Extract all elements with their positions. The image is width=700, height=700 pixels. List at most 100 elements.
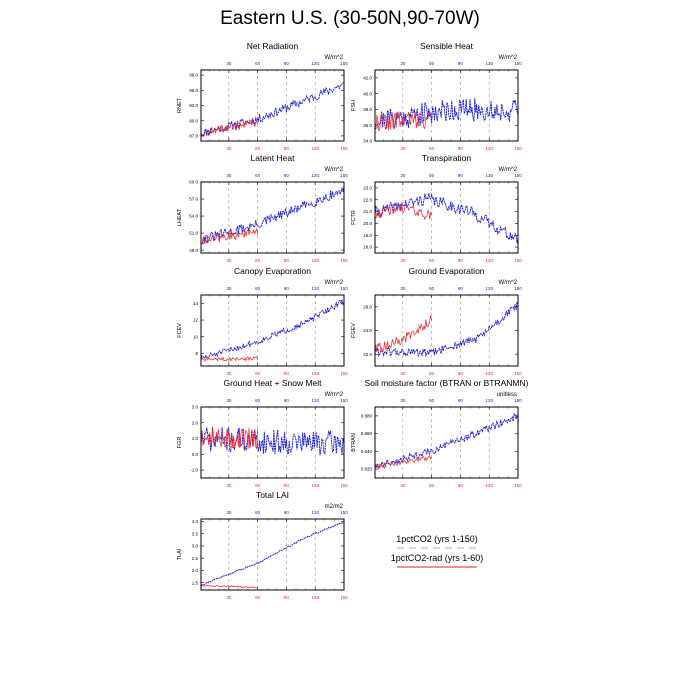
x-tick-label-top: 150 <box>514 398 522 403</box>
y-tick-label: 87.0 <box>189 134 198 139</box>
x-tick-label: 30 <box>226 483 232 488</box>
y-tick-label: 36.0 <box>363 123 372 128</box>
plot-frame <box>200 406 345 479</box>
x-tick-label: 60 <box>255 483 261 488</box>
panel-btran: Soil moisture factor (BTRAN or BTRANMN) u… <box>351 378 529 488</box>
y-tick-label: 1.0 <box>192 436 199 441</box>
y-tick-label: 99.0 <box>189 73 198 78</box>
x-tick-label-top: 30 <box>226 398 232 403</box>
x-tick-label: 150 <box>514 371 522 376</box>
x-tick-label: 150 <box>340 258 348 263</box>
y-tick-label: 57.0 <box>189 197 198 202</box>
x-tick-label-top: 120 <box>311 173 319 178</box>
y-tick-label: 3.0 <box>192 405 199 410</box>
units-label: m2/m2 <box>325 504 344 510</box>
y-tick-label: 22.0 <box>363 352 372 357</box>
series-line-rad <box>200 119 258 137</box>
x-tick-label-top: 30 <box>400 61 406 66</box>
x-tick-label: 120 <box>485 146 493 151</box>
x-tick-label: 30 <box>400 258 406 263</box>
x-tick-label: 30 <box>226 371 232 376</box>
series-line-ctrl <box>374 193 519 244</box>
y-tick-label: -1.0 <box>190 468 198 473</box>
x-tick-label-top: 120 <box>311 286 319 291</box>
y-tick-label: 0.840 <box>361 449 373 454</box>
y-tick-label: 14 <box>193 301 199 306</box>
y-tick-label: 0.880 <box>361 413 373 418</box>
x-tick-label: 60 <box>255 258 261 263</box>
panel-title: Soil moisture factor (BTRAN or BTRANMN) <box>365 378 529 388</box>
x-tick-label: 60 <box>429 483 435 488</box>
y-tick-label: 2.5 <box>192 556 199 561</box>
x-tick-label-top: 30 <box>226 61 232 66</box>
x-tick-label-top: 120 <box>311 398 319 403</box>
x-tick-label-top: 90 <box>458 286 464 291</box>
x-tick-label-top: 60 <box>255 286 261 291</box>
y-tick-label: 51.0 <box>189 231 198 236</box>
x-tick-label: 150 <box>514 258 522 263</box>
x-tick-label-top: 90 <box>284 510 290 515</box>
x-tick-label: 150 <box>514 146 522 151</box>
y-axis-label: FCTR <box>351 210 357 225</box>
x-tick-label: 120 <box>485 258 493 263</box>
page-title: Eastern U.S. (30-50N,90-70W) <box>220 8 480 29</box>
x-tick-label-top: 150 <box>340 398 348 403</box>
series-line-ctrl <box>200 185 345 245</box>
y-tick-label: 90.0 <box>189 118 198 123</box>
y-tick-label: 34.0 <box>363 139 372 144</box>
x-tick-label-top: 60 <box>255 398 261 403</box>
series-line-rad <box>200 227 258 245</box>
units-label: W/m^2 <box>499 55 518 61</box>
x-tick-label: 90 <box>284 258 290 263</box>
x-tick-label: 60 <box>429 146 435 151</box>
y-tick-label: 42.0 <box>363 75 372 80</box>
x-tick-label-top: 30 <box>226 286 232 291</box>
y-axis-label: FGR <box>177 437 183 449</box>
panel-fctr: Transpiration W/m^2 30 30 60 60 90 90 120 120 150 1… <box>351 153 522 263</box>
legend-label: 1pctCO2-rad (yrs 1-60) <box>391 553 484 563</box>
x-tick-label-top: 30 <box>226 510 232 515</box>
y-tick-label: 2.0 <box>192 568 199 573</box>
y-tick-label: 3.0 <box>192 544 199 549</box>
panel-title: Ground Heat + Snow Melt <box>223 378 322 388</box>
x-tick-label: 90 <box>458 258 464 263</box>
panel-fcev: Canopy Evaporation W/m^2 30 30 60 60 90 90 120 12… <box>177 266 348 376</box>
units-label: W/m^2 <box>325 55 344 61</box>
x-tick-label-top: 120 <box>485 398 493 403</box>
panel-fgev: Ground Evaporation W/m^2 30 30 60 60 90 90 120 12… <box>351 266 522 376</box>
y-tick-label: 0.0 <box>192 452 199 457</box>
x-tick-label-top: 150 <box>340 61 348 66</box>
x-tick-label: 60 <box>255 595 261 600</box>
y-tick-label: 1.5 <box>192 580 199 585</box>
plot-frame <box>200 518 345 591</box>
y-tick-label: 20.0 <box>363 221 372 226</box>
series-line-ctrl <box>200 427 345 456</box>
panel-title: Sensible Heat <box>420 41 474 51</box>
x-tick-label-top: 120 <box>485 286 493 291</box>
x-tick-label-top: 150 <box>514 173 522 178</box>
y-tick-label: 12 <box>193 318 199 323</box>
plot-frame <box>200 181 345 254</box>
panel-title: Net Radiation <box>247 41 299 51</box>
x-tick-label: 90 <box>458 146 464 151</box>
units-label: W/m^2 <box>325 167 344 173</box>
plot-frame <box>200 69 345 142</box>
plot-frame <box>374 69 519 142</box>
x-tick-label: 90 <box>458 371 464 376</box>
series-line-ctrl <box>200 299 345 361</box>
x-tick-label-top: 120 <box>485 173 493 178</box>
series-line-rad <box>374 110 432 131</box>
panel-title: Ground Evaporation <box>408 266 484 276</box>
x-tick-label: 120 <box>311 595 319 600</box>
x-tick-label-top: 60 <box>255 61 261 66</box>
x-tick-label-top: 60 <box>429 173 435 178</box>
panel-title: Canopy Evaporation <box>234 266 311 276</box>
y-tick-label: 0.820 <box>361 467 373 472</box>
y-axis-label: RNET <box>177 97 183 113</box>
series-line-ctrl <box>374 412 519 469</box>
x-tick-label: 30 <box>400 146 406 151</box>
panel-fsh: Sensible Heat W/m^2 30 30 60 60 90 90 120 120 150 1… <box>351 41 522 151</box>
series-line-rad <box>374 202 432 221</box>
y-tick-label: 24.0 <box>363 328 372 333</box>
